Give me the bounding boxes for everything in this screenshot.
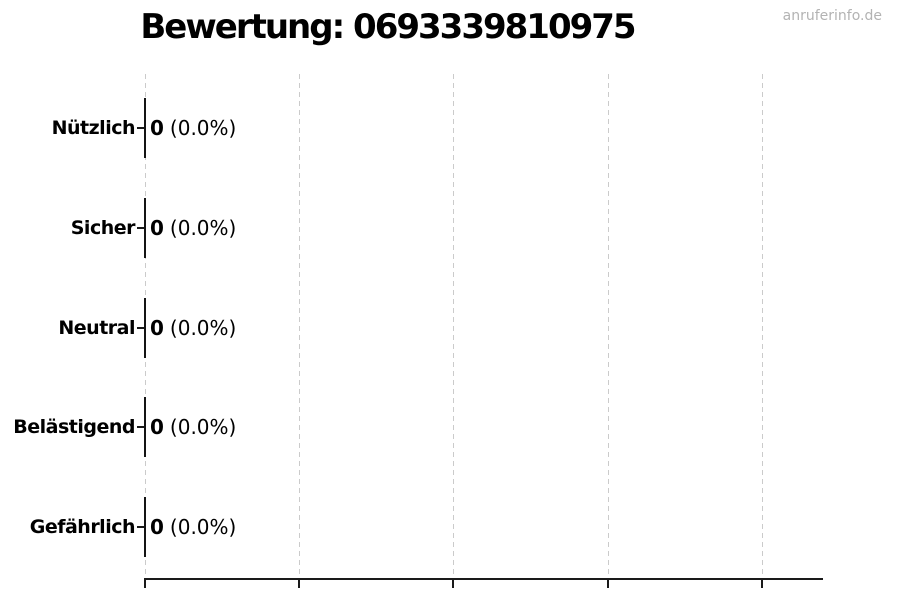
x-tick — [607, 580, 609, 588]
value-count: 0 — [150, 316, 164, 340]
gridline — [608, 74, 609, 579]
chart-title: Bewertung: 0693339810975 — [140, 7, 636, 47]
value-annotation-gefaehrlich: 0 (0.0%) — [150, 513, 236, 541]
category-label-sicher: Sicher — [70, 217, 136, 239]
bar-neutral — [144, 298, 146, 358]
value-percent: (0.0%) — [169, 216, 237, 240]
bar-belaestigend — [144, 397, 146, 457]
y-tick — [137, 327, 145, 329]
value-count: 0 — [150, 116, 164, 140]
category-label-neutral: Neutral — [58, 317, 135, 339]
value-percent: (0.0%) — [169, 515, 237, 539]
x-tick — [452, 580, 454, 588]
value-count: 0 — [150, 415, 164, 439]
x-axis-line — [144, 578, 823, 580]
value-percent: (0.0%) — [169, 415, 237, 439]
value-annotation-neutral: 0 (0.0%) — [150, 314, 236, 342]
x-tick — [298, 580, 300, 588]
y-tick — [137, 127, 145, 129]
watermark: anruferinfo.de — [782, 8, 882, 24]
gridline — [762, 74, 763, 579]
gridline — [453, 74, 454, 579]
bar-nuetzlich — [144, 98, 146, 158]
y-tick — [137, 526, 145, 528]
x-tick — [761, 580, 763, 588]
category-label-nuetzlich: Nützlich — [51, 117, 136, 139]
gridline — [299, 74, 300, 579]
x-tick — [144, 580, 146, 588]
category-label-gefaehrlich: Gefährlich — [29, 516, 136, 538]
value-annotation-nuetzlich: 0 (0.0%) — [150, 114, 236, 142]
value-percent: (0.0%) — [169, 316, 237, 340]
bar-sicher — [144, 198, 146, 258]
category-label-belaestigend: Belästigend — [13, 416, 135, 438]
bar-gefaehrlich — [144, 497, 146, 557]
value-count: 0 — [150, 216, 164, 240]
value-annotation-belaestigend: 0 (0.0%) — [150, 413, 236, 441]
value-count: 0 — [150, 515, 164, 539]
y-tick — [137, 227, 145, 229]
value-annotation-sicher: 0 (0.0%) — [150, 214, 236, 242]
value-percent: (0.0%) — [169, 116, 237, 140]
y-tick — [137, 426, 145, 428]
